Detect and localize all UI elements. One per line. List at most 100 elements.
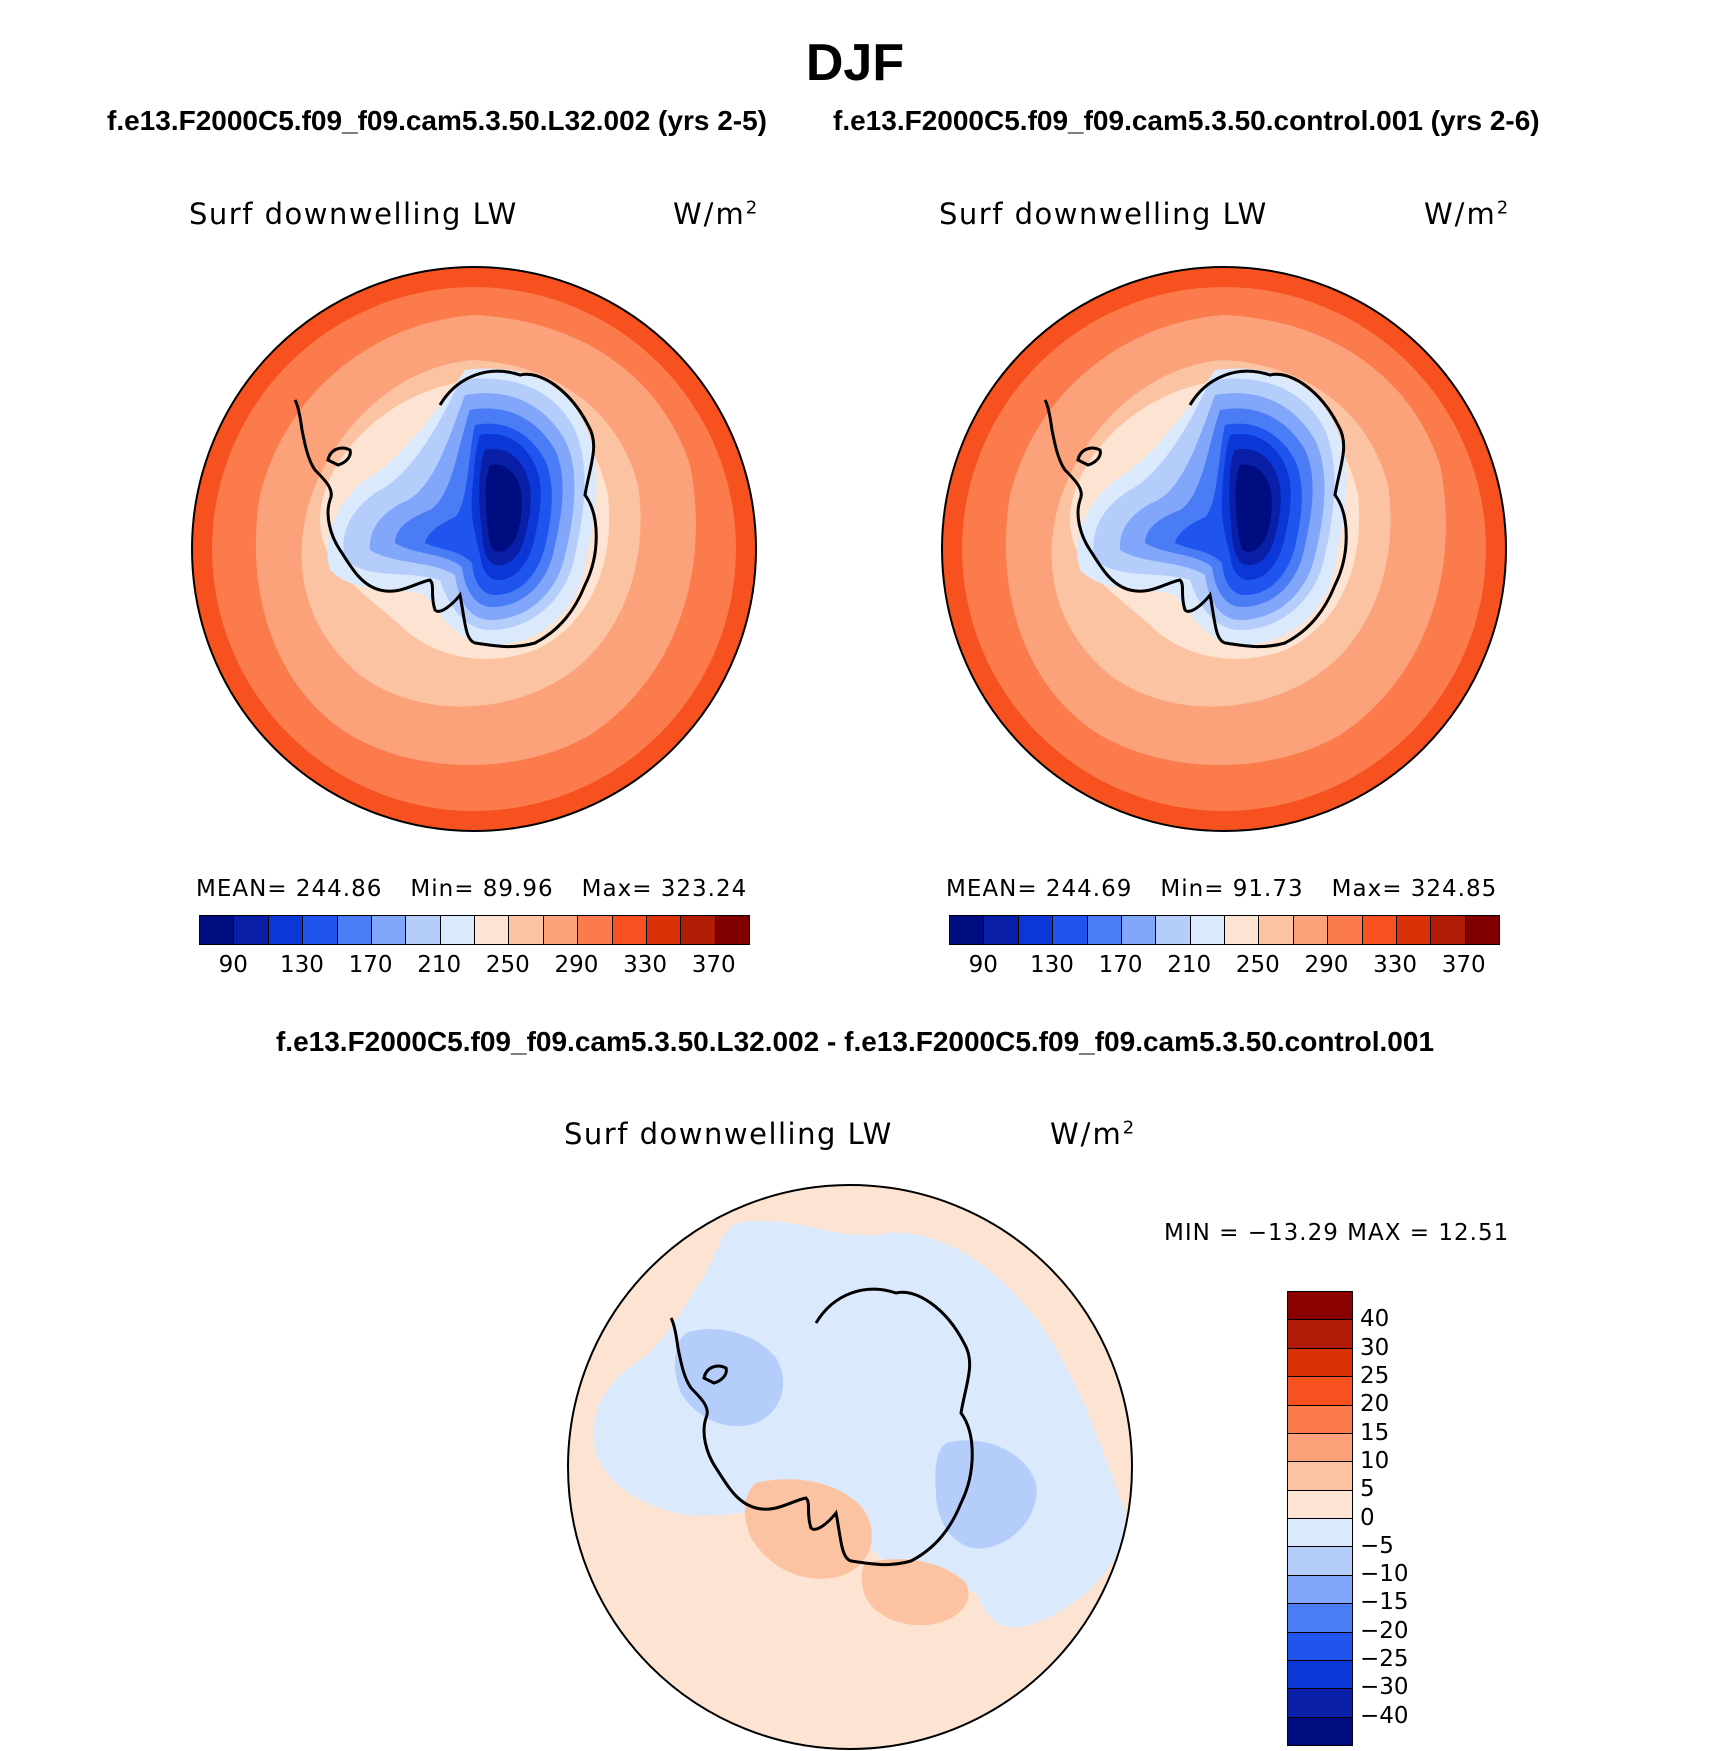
colorbar-swatch xyxy=(646,916,682,944)
colorbar-tick-label: 370 xyxy=(1441,952,1486,978)
colorbar-tick-label: −40 xyxy=(1360,1702,1409,1729)
colorbar-tick-label: 0 xyxy=(1360,1504,1375,1531)
colorbar-tick-label: 130 xyxy=(1029,952,1074,978)
diff-minmax: MIN = −13.29 MAX = 12.51 xyxy=(1164,1220,1510,1246)
colorbar-tick-label: 90 xyxy=(218,952,248,978)
colorbar-swatch xyxy=(1190,916,1225,944)
colorbar-swatch xyxy=(268,916,304,944)
left-variable-label: Surf downwelling LW xyxy=(189,197,518,231)
colorbar-swatch xyxy=(1288,1519,1352,1548)
left-polar-map xyxy=(191,266,757,832)
colorbar-tick-label: 250 xyxy=(1235,952,1280,978)
colorbar-tick-label: −10 xyxy=(1360,1561,1409,1588)
figure-title: DJF xyxy=(805,34,905,92)
colorbar-swatch xyxy=(1396,916,1432,944)
colorbar-tick-label: 330 xyxy=(623,952,668,978)
right-units-label: W/m2 xyxy=(1424,197,1511,231)
colorbar-tick-label: 130 xyxy=(279,952,324,978)
colorbar-swatch xyxy=(1087,916,1122,944)
left-colorbar-ticks: 90 130 170 210 250 290 330 370 xyxy=(199,952,748,980)
left-units-label: W/m2 xyxy=(673,197,760,231)
left-case-title: f.e13.F2000C5.f09_f09.cam5.3.50.L32.002 … xyxy=(107,105,767,136)
colorbar-swatch xyxy=(1288,1547,1352,1576)
colorbar-swatch xyxy=(1288,1632,1352,1661)
diff-fill-5-10 xyxy=(861,1559,969,1626)
right-mean: MEAN= 244.69 xyxy=(946,876,1133,902)
colorbar-tick-label: 170 xyxy=(1098,952,1143,978)
colorbar-swatch xyxy=(1053,916,1088,944)
right-colorbar xyxy=(949,915,1500,945)
right-colorbar-ticks: 90 130 170 210 250 290 330 370 xyxy=(949,952,1498,980)
colorbar-tick-label: −15 xyxy=(1360,1589,1409,1616)
colorbar-swatch xyxy=(1465,916,1499,944)
colorbar-swatch xyxy=(1288,1433,1352,1463)
contour-fill-90 xyxy=(485,464,522,552)
colorbar-swatch xyxy=(1288,1689,1352,1718)
colorbar-swatch xyxy=(200,916,235,944)
colorbar-tick-label: 40 xyxy=(1360,1306,1390,1333)
colorbar-swatch xyxy=(234,916,269,944)
colorbar-tick-label: 330 xyxy=(1373,952,1418,978)
colorbar-tick-label: 90 xyxy=(968,952,998,978)
diff-polar-map xyxy=(567,1184,1133,1750)
colorbar-swatch xyxy=(337,916,372,944)
colorbar-tick-label: 15 xyxy=(1360,1419,1390,1446)
colorbar-swatch xyxy=(1288,1462,1352,1491)
colorbar-swatch xyxy=(1288,1490,1352,1519)
antarctica-coastline xyxy=(1043,369,1348,649)
colorbar-swatch xyxy=(1288,1604,1352,1633)
antarctica-coastline xyxy=(669,1287,974,1567)
colorbar-tick-label: 290 xyxy=(1304,952,1349,978)
colorbar-tick-label: 20 xyxy=(1360,1391,1390,1418)
right-min: Min= 91.73 xyxy=(1160,876,1304,902)
colorbar-swatch xyxy=(1288,1717,1352,1745)
diff-colorbar xyxy=(1287,1291,1353,1746)
colorbar-tick-label: −20 xyxy=(1360,1617,1409,1644)
map-boundary xyxy=(191,266,757,832)
colorbar-tick-label: −30 xyxy=(1360,1674,1409,1701)
colorbar-swatch xyxy=(1431,916,1466,944)
colorbar-swatch xyxy=(371,916,407,944)
colorbar-tick-label: 290 xyxy=(554,952,599,978)
colorbar-tick-label: 10 xyxy=(1360,1447,1390,1474)
colorbar-swatch xyxy=(1225,916,1260,944)
right-stats: MEAN= 244.69 Min= 91.73 Max= 324.85 xyxy=(946,876,1497,902)
colorbar-swatch xyxy=(1288,1320,1352,1349)
colorbar-swatch xyxy=(509,916,544,944)
antarctica-coastline xyxy=(293,369,598,649)
right-max: Max= 324.85 xyxy=(1331,876,1498,902)
colorbar-tick-label: 25 xyxy=(1360,1362,1390,1389)
colorbar-swatch xyxy=(475,916,510,944)
map-boundary xyxy=(941,266,1507,832)
colorbar-swatch xyxy=(1121,916,1157,944)
diff-fill-neg10-neg5 xyxy=(935,1440,1037,1549)
colorbar-swatch xyxy=(1288,1660,1352,1690)
colorbar-swatch xyxy=(578,916,613,944)
colorbar-tick-label: 5 xyxy=(1360,1476,1375,1503)
colorbar-swatch xyxy=(1293,916,1329,944)
colorbar-swatch xyxy=(1288,1405,1352,1434)
colorbar-tick-label: 170 xyxy=(348,952,393,978)
diff-variable-label: Surf downwelling LW xyxy=(564,1117,893,1151)
left-min: Min= 89.96 xyxy=(410,876,554,902)
colorbar-swatch xyxy=(1288,1348,1352,1378)
colorbar-swatch xyxy=(1018,916,1054,944)
colorbar-swatch xyxy=(1288,1575,1352,1605)
colorbar-swatch xyxy=(612,916,647,944)
right-variable-label: Surf downwelling LW xyxy=(939,197,1268,231)
left-colorbar xyxy=(199,915,750,945)
colorbar-swatch xyxy=(1259,916,1294,944)
left-stats: MEAN= 244.86 Min= 89.96 Max= 323.24 xyxy=(196,876,747,902)
colorbar-swatch xyxy=(950,916,985,944)
colorbar-swatch xyxy=(543,916,579,944)
right-polar-map xyxy=(941,266,1507,832)
colorbar-swatch xyxy=(681,916,716,944)
colorbar-swatch xyxy=(1288,1292,1352,1321)
contour-fill-90 xyxy=(1235,464,1272,552)
diff-colorbar-ticks: 40 30 25 20 15 10 5 0 −5 −10 −15 −20 −25 −30 −40 xyxy=(1360,1291,1440,1744)
colorbar-tick-label: −5 xyxy=(1360,1532,1394,1559)
left-max: Max= 323.24 xyxy=(581,876,748,902)
colorbar-swatch xyxy=(1328,916,1363,944)
colorbar-tick-label: 30 xyxy=(1360,1334,1390,1361)
colorbar-tick-label: 250 xyxy=(485,952,530,978)
